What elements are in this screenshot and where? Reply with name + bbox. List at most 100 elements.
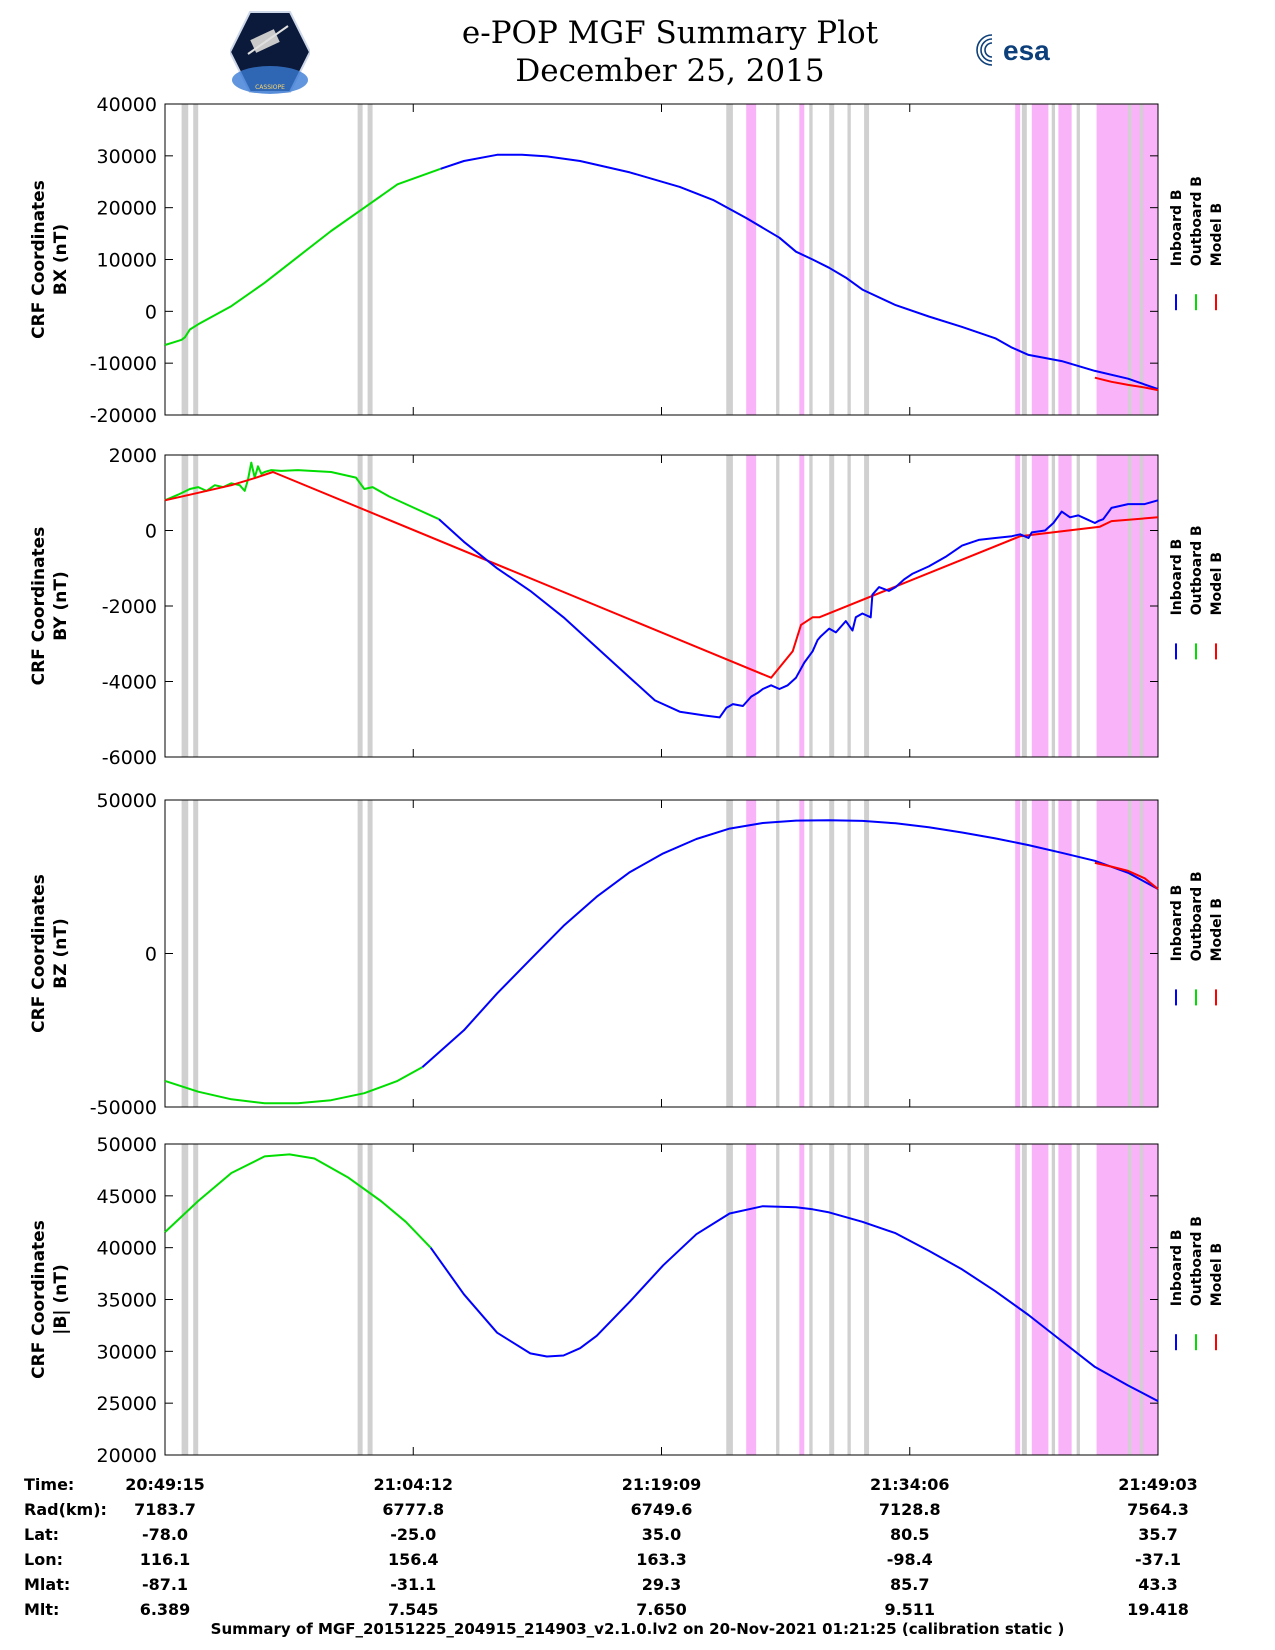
gray-band bbox=[1076, 1144, 1080, 1455]
legend-label-model: Model B bbox=[1209, 552, 1225, 615]
gray-band bbox=[1076, 104, 1080, 415]
magenta-band bbox=[1015, 800, 1021, 1107]
gray-band bbox=[809, 1144, 813, 1455]
panel-btotal: 20000 25000 30000 35000 40000 45000 50000 CRF C… bbox=[29, 1134, 1225, 1467]
gray-band bbox=[1021, 800, 1027, 1107]
y-tick-label: 50000 bbox=[97, 1134, 157, 1156]
magenta-band bbox=[746, 800, 757, 1107]
info-cell: -87.1 bbox=[141, 1575, 189, 1594]
info-cell: 7183.7 bbox=[134, 1500, 196, 1519]
magenta-band bbox=[1058, 104, 1072, 415]
gray-band bbox=[726, 1144, 733, 1455]
gray-band bbox=[847, 1144, 851, 1455]
info-cell: 6.389 bbox=[139, 1600, 191, 1619]
y-tick-label: 30000 bbox=[97, 146, 157, 168]
gray-band bbox=[864, 455, 870, 757]
gray-band bbox=[181, 455, 189, 757]
legend-label-outboard: Outboard B bbox=[1189, 525, 1205, 615]
legend-label-model: Model B bbox=[1209, 203, 1225, 266]
y-tick-label: -2000 bbox=[102, 596, 157, 618]
info-cell: 7128.8 bbox=[878, 1500, 941, 1519]
info-row-label: Rad(km): bbox=[24, 1500, 107, 1519]
gray-band bbox=[809, 800, 813, 1107]
info-cell: 21:49:03 bbox=[1118, 1475, 1198, 1494]
gray-band bbox=[1076, 800, 1080, 1107]
magenta-band bbox=[746, 104, 757, 415]
axes-frame bbox=[164, 103, 1159, 416]
gray-band bbox=[1128, 800, 1132, 1107]
gray-band bbox=[776, 455, 780, 757]
y-axis-title: CRF Coordinates bbox=[29, 527, 49, 686]
info-cell: 21:04:12 bbox=[373, 1475, 454, 1494]
magenta-band bbox=[1096, 455, 1158, 757]
series-line-blue bbox=[440, 153, 1159, 391]
series-line-green bbox=[164, 1153, 432, 1249]
gray-band bbox=[193, 800, 199, 1107]
info-cell: 80.5 bbox=[890, 1525, 930, 1544]
cassiope-logo: CASSIOPE bbox=[228, 10, 312, 98]
gray-band bbox=[1021, 455, 1027, 757]
gray-band bbox=[367, 1144, 373, 1455]
info-cell: -37.1 bbox=[1134, 1550, 1182, 1569]
gray-band bbox=[367, 455, 373, 757]
series-line-green bbox=[164, 1066, 423, 1105]
gray-band bbox=[829, 1144, 835, 1455]
magenta-band bbox=[1015, 455, 1021, 757]
info-row-label: Lon: bbox=[24, 1550, 63, 1569]
info-cell: -31.1 bbox=[390, 1575, 437, 1594]
series-line-blue bbox=[421, 819, 1159, 1068]
magenta-band bbox=[746, 1144, 757, 1455]
y-axis-unit: BZ (nT) bbox=[51, 918, 71, 988]
magenta-band bbox=[1015, 104, 1021, 415]
gray-band bbox=[776, 800, 780, 1107]
info-cell: 156.4 bbox=[387, 1550, 439, 1569]
gray-band bbox=[1076, 455, 1080, 757]
info-cell: 35.0 bbox=[641, 1525, 682, 1544]
y-tick-label: 20000 bbox=[97, 198, 157, 220]
series-line-blue bbox=[429, 1205, 1159, 1402]
magenta-band bbox=[799, 104, 805, 415]
y-axis-unit: BY (nT) bbox=[51, 571, 71, 641]
gray-band bbox=[193, 104, 199, 415]
y-tick-label: -4000 bbox=[102, 672, 157, 694]
y-tick-label: -6000 bbox=[102, 747, 157, 769]
gray-band bbox=[1128, 455, 1132, 757]
magenta-band bbox=[799, 455, 805, 757]
y-tick-label: -50000 bbox=[90, 1097, 157, 1119]
gray-band bbox=[181, 1144, 189, 1455]
y-tick-label: 45000 bbox=[97, 1186, 157, 1208]
series-line-green bbox=[164, 167, 441, 346]
magenta-band bbox=[1058, 800, 1072, 1107]
gray-band bbox=[829, 104, 835, 415]
magenta-band bbox=[1096, 800, 1158, 1107]
plot-date: December 25, 2015 bbox=[515, 53, 825, 89]
magenta-band bbox=[746, 455, 757, 757]
info-cell: 7564.3 bbox=[1127, 1500, 1189, 1519]
y-tick-label: 40000 bbox=[97, 94, 157, 116]
gray-band bbox=[357, 104, 363, 415]
gray-band bbox=[193, 455, 199, 757]
magenta-band bbox=[799, 1144, 805, 1455]
magenta-band bbox=[1031, 800, 1049, 1107]
magenta-band bbox=[1096, 1144, 1158, 1455]
legend-label-outboard: Outboard B bbox=[1189, 1216, 1205, 1306]
y-tick-label: 35000 bbox=[97, 1290, 157, 1312]
gray-band bbox=[1051, 800, 1056, 1107]
gray-band bbox=[726, 455, 733, 757]
gray-band bbox=[726, 800, 733, 1107]
magenta-band bbox=[1058, 455, 1072, 757]
legend-label-inboard: Inboard B bbox=[1169, 1229, 1185, 1306]
gray-band bbox=[357, 1144, 363, 1455]
info-cell: 7.545 bbox=[387, 1600, 439, 1619]
gray-band bbox=[1021, 104, 1027, 415]
axes-frame bbox=[164, 454, 1159, 758]
magenta-band bbox=[1031, 455, 1049, 757]
y-tick-label: 30000 bbox=[97, 1341, 157, 1363]
y-axis-title: CRF Coordinates bbox=[29, 180, 49, 339]
y-tick-label: 0 bbox=[145, 944, 157, 966]
gray-band bbox=[367, 800, 373, 1107]
info-cell: 85.7 bbox=[890, 1575, 930, 1594]
legend-label-outboard: Outboard B bbox=[1189, 176, 1205, 266]
gray-band bbox=[847, 104, 851, 415]
y-tick-label: 50000 bbox=[97, 790, 157, 812]
